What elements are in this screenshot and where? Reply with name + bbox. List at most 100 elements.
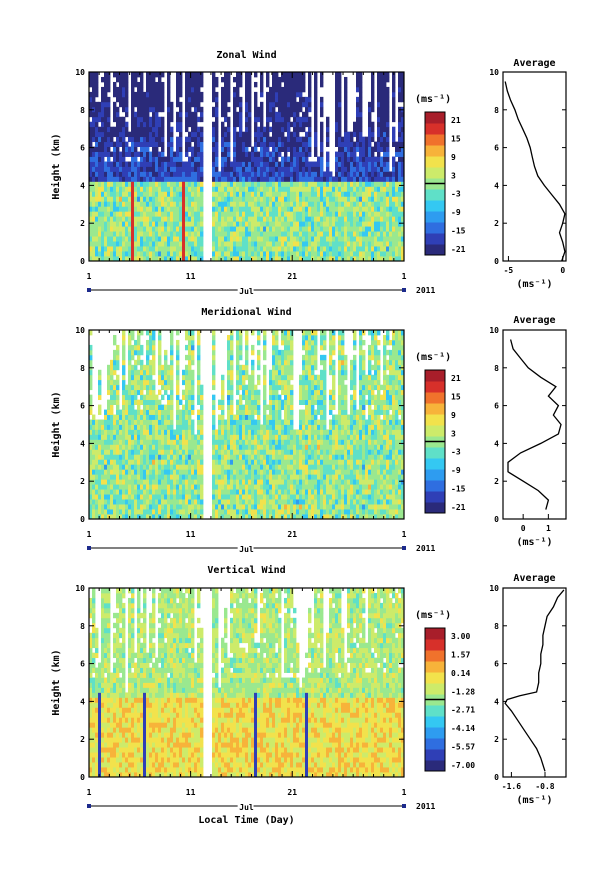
heatmap-cell (92, 241, 96, 247)
heatmap-cell (386, 176, 390, 182)
heatmap-cell (104, 514, 108, 520)
heatmap-cell (149, 131, 153, 138)
heatmap-cell (245, 221, 249, 227)
heatmap-cell (158, 236, 162, 242)
heatmap-cell (143, 196, 147, 202)
heatmap-cell (170, 399, 174, 405)
heatmap-cell (380, 86, 384, 93)
heatmap-cell (212, 121, 216, 128)
heatmap-cell (398, 116, 402, 123)
heatmap-cell (134, 111, 138, 118)
heatmap-cell (221, 131, 225, 138)
heatmap-cell (110, 454, 114, 460)
heatmap-cell (143, 141, 147, 147)
heatmap-cell (248, 236, 252, 242)
heatmap-cell (251, 186, 255, 192)
heatmap-cell (167, 409, 171, 415)
heatmap-cell (299, 196, 303, 202)
heatmap-cell (347, 201, 351, 207)
heatmap-cell (89, 464, 93, 470)
heatmap-cell (344, 151, 348, 157)
heatmap-cell (101, 429, 105, 435)
heatmap-cell (218, 419, 222, 425)
heatmap-cell (146, 191, 150, 197)
heatmap-cell (161, 374, 165, 381)
heatmap-cell (368, 131, 372, 138)
heatmap-cell (308, 186, 312, 192)
heatmap-cell (116, 404, 120, 410)
heatmap-cell (233, 489, 237, 495)
heatmap-cell (374, 166, 378, 172)
heatmap-cell (173, 454, 177, 460)
heatmap-cell (401, 141, 405, 147)
heatmap-cell (308, 196, 312, 202)
heatmap-cell (128, 151, 132, 157)
heatmap-cell (137, 231, 141, 237)
heatmap-cell (311, 231, 315, 237)
heatmap-cell (230, 211, 234, 217)
heatmap-cell (140, 156, 144, 162)
heatmap-cell (104, 136, 108, 143)
heatmap-cell (221, 434, 225, 440)
heatmap-cell (149, 76, 153, 83)
heatmap-cell (233, 494, 237, 500)
heatmap-cell (188, 111, 192, 118)
heatmap-cell (374, 161, 378, 167)
heatmap-cell (254, 126, 258, 133)
heatmap-cell (101, 121, 105, 128)
heatmap-cell (110, 374, 114, 381)
heatmap-cell (110, 489, 114, 495)
heatmap-cell (299, 166, 303, 172)
heatmap-cell (344, 91, 348, 98)
heatmap-cell (260, 216, 264, 222)
heatmap-cell (251, 231, 255, 237)
heatmap-cell (161, 499, 165, 505)
heatmap-cell (164, 514, 168, 520)
heatmap-cell (335, 206, 339, 212)
heatmap-cell (233, 136, 237, 143)
colorbar-swatch (425, 156, 445, 168)
colorbar-tick-label: 15 (451, 134, 461, 143)
heatmap-cell (146, 141, 150, 147)
heatmap-cell (110, 379, 114, 386)
heatmap-cell (179, 434, 183, 440)
heatmap-cell (344, 86, 348, 93)
heatmap-cell (266, 96, 270, 103)
heatmap-cell (320, 251, 324, 257)
heatmap-cell (134, 339, 138, 346)
heatmap-cell (188, 181, 192, 187)
heatmap-cell (116, 359, 120, 366)
heatmap-cell (278, 226, 282, 232)
heatmap-cell (107, 201, 111, 207)
heatmap-cell (143, 374, 147, 381)
heatmap-cell (239, 339, 243, 346)
heatmap-cell (104, 479, 108, 485)
heatmap-cell (242, 161, 246, 167)
heatmap-cell (185, 409, 189, 415)
heatmap-cell (194, 236, 198, 242)
heatmap-cell (137, 86, 141, 93)
heatmap-cell (164, 414, 168, 420)
heatmap-cell (95, 444, 99, 450)
heatmap-cell (248, 161, 252, 167)
heatmap-cell (119, 226, 123, 232)
heatmap-cell (254, 141, 258, 147)
heatmap-cell (368, 181, 372, 187)
heatmap-cell (260, 106, 264, 113)
heatmap-cell (338, 181, 342, 187)
heatmap-cell (158, 349, 162, 356)
heatmap-cell (143, 171, 147, 177)
heatmap-cell (224, 116, 228, 123)
heatmap-cell (236, 256, 240, 262)
heatmap-cell (212, 72, 216, 78)
heatmap-cell (263, 226, 267, 232)
heatmap-cell (161, 151, 165, 157)
heatmap-cell (320, 226, 324, 232)
heatmap-cell (152, 136, 156, 143)
heatmap-cell (152, 181, 156, 187)
heatmap-cell (227, 399, 231, 405)
heatmap-cell (116, 236, 120, 242)
colorbar-swatch (425, 112, 445, 124)
heatmap-cell (152, 504, 156, 510)
heatmap-cell (239, 206, 243, 212)
